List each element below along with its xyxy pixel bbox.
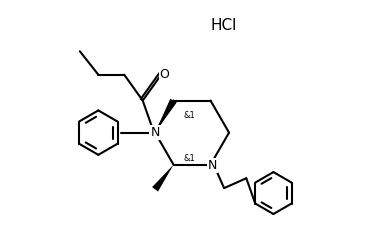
Text: HCl: HCl: [211, 18, 237, 33]
Polygon shape: [152, 165, 173, 191]
Text: O: O: [160, 68, 170, 81]
Text: &1: &1: [183, 111, 195, 120]
Text: N: N: [208, 159, 217, 172]
Text: N: N: [151, 126, 160, 139]
Text: &1: &1: [183, 154, 195, 163]
Polygon shape: [155, 99, 177, 133]
